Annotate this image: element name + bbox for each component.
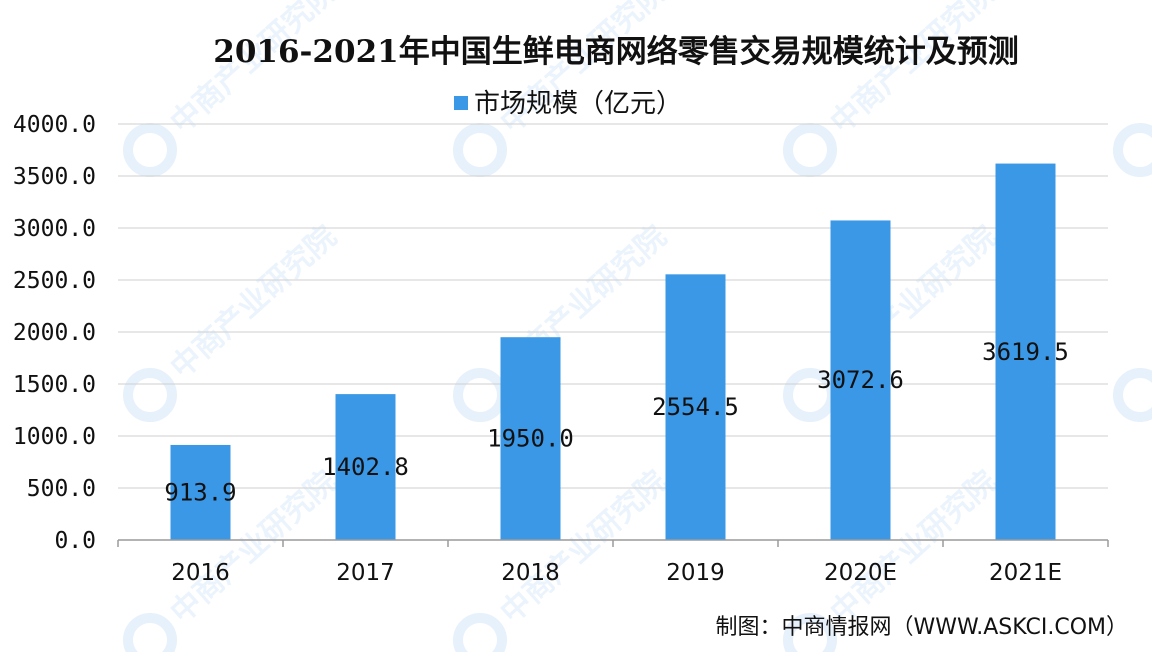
watermark: 中商产业研究院 [123, 219, 343, 422]
x-tick-label: 2016 [171, 560, 230, 586]
bar [170, 444, 231, 540]
watermark: 中商产业研究院 [453, 219, 673, 422]
y-tick-label: 4000.0 [13, 112, 96, 138]
data-label: 3619.5 [982, 338, 1069, 366]
source-note: 制图：中商情报网（WWW.ASKCI.COM） [716, 615, 1128, 640]
legend: 市场规模（亿元） [454, 89, 682, 119]
watermark-logo-icon [783, 613, 837, 652]
watermark-logo-icon [123, 368, 177, 422]
watermark-logo-icon [783, 123, 837, 177]
x-tick-label: 2021E [989, 560, 1062, 586]
x-tick-label: 2017 [336, 560, 395, 586]
watermark: 中商产业研究院 [453, 464, 673, 652]
watermark-logo-icon [453, 368, 507, 422]
watermark-text: 中商产业研究院 [494, 0, 673, 141]
watermark-logo-icon [123, 123, 177, 177]
watermark-logo-icon [453, 123, 507, 177]
y-tick-label: 1500.0 [13, 372, 96, 398]
watermark-logo-icon [453, 613, 507, 652]
y-axis-ticks: 0.0 500.0 1000.0 1500.0 2000.0 2500.0 3000.0 35… [13, 112, 96, 554]
grid-lines [118, 123, 1108, 489]
bar [500, 337, 561, 540]
data-label: 913.9 [164, 478, 236, 506]
bar [335, 394, 396, 540]
bar [830, 220, 891, 541]
legend-swatch [454, 96, 468, 110]
y-tick-label: 3000.0 [13, 216, 96, 242]
bar [995, 163, 1056, 540]
y-tick-label: 2500.0 [13, 268, 96, 294]
watermark-logo-icon [783, 368, 837, 422]
x-tick-label: 2018 [501, 560, 560, 586]
y-tick-label: 500.0 [27, 476, 96, 502]
x-axis-ticks: 2016 2017 2018 2019 2020E 2021E [171, 560, 1062, 586]
y-tick-label: 2000.0 [13, 320, 96, 346]
watermark-text: 中商产业研究院 [164, 219, 343, 386]
watermark: 中商产业研究院 [1113, 368, 1152, 422]
watermark: 中商产业研究院 [123, 0, 343, 177]
watermark-text: 中商产业研究院 [164, 0, 343, 141]
y-tick-label: 3500.0 [13, 164, 96, 190]
data-label: 2554.5 [652, 393, 739, 421]
x-axis [117, 539, 1109, 547]
watermark-logo-icon [123, 613, 177, 652]
y-tick-label: 1000.0 [13, 424, 96, 450]
watermark: 中商产业研究院 [1113, 123, 1152, 177]
data-label: 3072.6 [817, 366, 904, 394]
y-tick-label: 0.0 [54, 528, 96, 554]
data-label: 1950.0 [487, 425, 574, 453]
chart-title: 2016-2021年中国生鲜电商网络零售交易规模统计及预测 [213, 34, 1018, 70]
data-labels: 913.9 1402.8 1950.0 2554.5 3072.6 3619.5 [164, 338, 1068, 507]
bars [170, 163, 1056, 541]
watermark-logo-icon [1113, 368, 1152, 422]
watermark-logo-icon [1113, 123, 1152, 177]
watermark: 中商产业研究院 [783, 0, 1003, 177]
watermark-text: 中商产业研究院 [824, 0, 1003, 141]
data-label: 1402.8 [322, 453, 409, 481]
watermark: 中商产业研究院 [783, 219, 1003, 422]
x-tick-label: 2020E [824, 560, 897, 586]
x-tick-label: 2019 [666, 560, 725, 586]
bar [665, 274, 726, 540]
legend-label: 市场规模（亿元） [474, 89, 682, 119]
